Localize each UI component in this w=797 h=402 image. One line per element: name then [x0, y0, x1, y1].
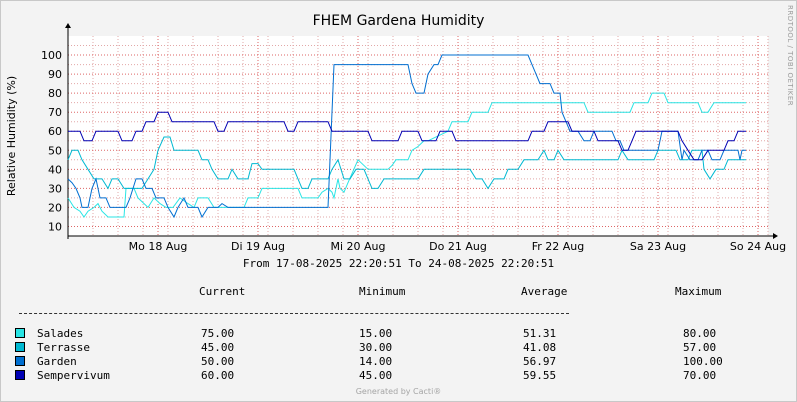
- legend-average: 56.97: [523, 355, 557, 368]
- legend-maximum: 57.00: [683, 341, 717, 354]
- rrdtool-watermark: RRDTOOL / TOBI OETIKER: [786, 5, 794, 107]
- y-tick-label: 60: [48, 125, 62, 138]
- legend-maximum: 100.00: [683, 355, 723, 368]
- legend-current: 50.00: [201, 355, 235, 368]
- y-tick-label: 70: [48, 106, 62, 119]
- legend-minimum: 14.00: [359, 355, 393, 368]
- legend-current: 75.00: [201, 327, 235, 340]
- chart-title: FHEM Gardena Humidity: [312, 13, 485, 29]
- footer-credit: Generated by Cacti®: [355, 387, 442, 396]
- legend-average: 51.31: [523, 327, 557, 340]
- legend-minimum: 15.00: [359, 327, 393, 340]
- legend-name: Garden: [37, 355, 77, 368]
- legend-name: Salades: [37, 327, 84, 340]
- y-tick-label: 100: [41, 49, 62, 62]
- legend-name: Terrasse: [37, 341, 90, 354]
- x-tick-label: Fr 22 Aug: [532, 240, 585, 253]
- time-range-label: From 17-08-2025 22:20:51 To 24-08-2025 2…: [242, 257, 555, 270]
- legend-name: Sempervivum: [37, 369, 110, 382]
- y-axis-label: Relative Humidity (%): [5, 76, 18, 196]
- y-tick-label: 50: [48, 144, 62, 157]
- legend-swatch: [15, 342, 25, 352]
- x-tick-label: So 24 Aug: [730, 240, 786, 253]
- x-tick-label: Di 19 Aug: [231, 240, 285, 253]
- y-tick-label: 20: [48, 201, 62, 214]
- y-tick-label: 90: [48, 68, 62, 81]
- plot-area: 10 20 30 40 50 60 70 80 90 100 Mo 18 Aug Di 19 Aug M…: [5, 23, 786, 253]
- legend-swatch: [15, 328, 25, 338]
- legend-header-maximum: Maximum: [675, 285, 722, 298]
- legend-header-current: Current: [199, 285, 246, 298]
- legend-current: 60.00: [201, 369, 235, 382]
- x-axis-arrow: [773, 233, 778, 239]
- series-line-terrasse: [67, 136, 746, 190]
- x-tick-label: Mo 18 Aug: [129, 240, 188, 253]
- y-tick-label: 30: [48, 182, 62, 195]
- legend-maximum: 70.00: [683, 369, 717, 382]
- legend-minimum: 30.00: [359, 341, 393, 354]
- legend-swatch: [15, 356, 25, 366]
- legend-header-minimum: Minimum: [359, 285, 406, 298]
- x-tick-label: Mi 20 Aug: [330, 240, 385, 253]
- legend-current: 45.00: [201, 341, 235, 354]
- legend-divider: [19, 313, 569, 314]
- legend-maximum: 80.00: [683, 327, 717, 340]
- legend-minimum: 45.00: [359, 369, 393, 382]
- legend-average: 59.55: [523, 369, 557, 382]
- legend-swatch: [15, 370, 25, 380]
- legend-header-average: Average: [521, 285, 568, 298]
- x-tick-label: Sa 23 Aug: [630, 240, 686, 253]
- y-tick-label: 40: [48, 163, 62, 176]
- legend-average: 41.08: [523, 341, 557, 354]
- y-tick-label: 10: [48, 220, 62, 233]
- series-line-garden: [67, 54, 746, 219]
- x-tick-label: Do 21 Aug: [429, 240, 487, 253]
- y-tick-label: 80: [48, 87, 62, 100]
- series-line-sempervivum: [68, 111, 746, 161]
- series-line-salades: [67, 92, 746, 218]
- y-axis-arrow: [65, 23, 71, 28]
